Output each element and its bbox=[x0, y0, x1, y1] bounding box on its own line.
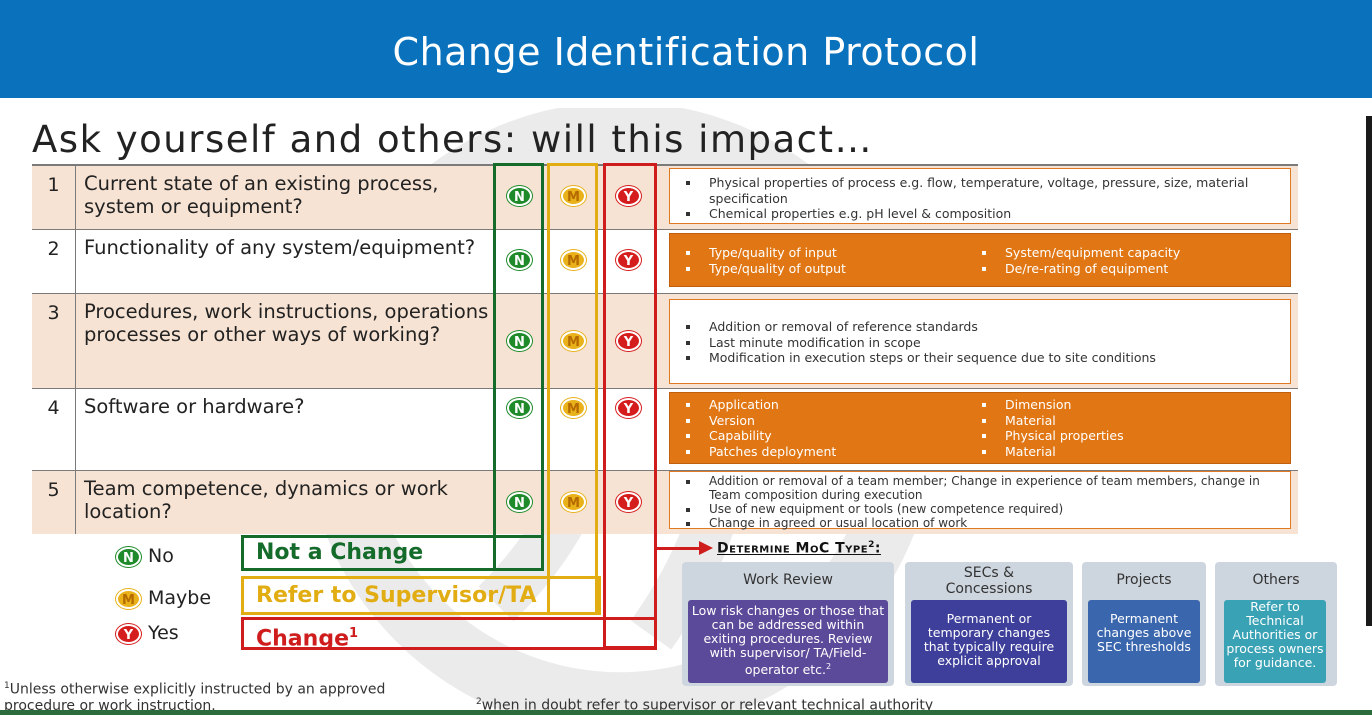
yes-badge-icon: Y bbox=[616, 398, 641, 418]
card-header: Projects bbox=[1116, 572, 1172, 588]
scrollbar[interactable] bbox=[1366, 116, 1372, 626]
footnote-text: when in doubt refer to supervisor or rel… bbox=[481, 697, 934, 714]
moc-title: Determine MoC Type2: bbox=[717, 540, 881, 557]
outcome-refer-supervisor: Refer to Supervisor/TA bbox=[241, 576, 601, 615]
moc-title-colon: : bbox=[874, 540, 881, 557]
detail-item: System/equipment capacity bbox=[980, 245, 1180, 261]
footnote-marker: 1 bbox=[348, 626, 359, 641]
card-header: Work Review bbox=[743, 572, 833, 588]
no-badge-icon: N bbox=[507, 492, 532, 512]
row-4-details: Application Version Capability Patches d… bbox=[669, 392, 1291, 464]
slide-title: Change Identification Protocol bbox=[392, 30, 980, 74]
maybe-badge-icon: M bbox=[561, 398, 586, 418]
footnote-marker: 1 bbox=[4, 681, 10, 691]
detail-item: Physical properties of process e.g. flow… bbox=[684, 175, 1282, 206]
row-number: 5 bbox=[32, 471, 76, 534]
outcome-not-a-change: Not a Change bbox=[241, 535, 544, 571]
detail-item: Type/quality of input bbox=[684, 245, 984, 261]
row-1-details: Physical properties of process e.g. flow… bbox=[669, 168, 1291, 224]
detail-item: Dimension bbox=[980, 397, 1124, 413]
maybe-legend-icon: M bbox=[116, 589, 141, 609]
detail-item: Addition or removal of reference standar… bbox=[684, 319, 1282, 335]
footnote-text: Unless otherwise explicitly instructed b… bbox=[4, 681, 386, 714]
maybe-badge-icon: M bbox=[561, 250, 586, 270]
card-body: Low risk changes or those that can be ad… bbox=[688, 600, 888, 683]
arrow-right-icon bbox=[699, 541, 713, 555]
legend-yes: Yes bbox=[148, 622, 179, 644]
detail-item: Last minute modification in scope bbox=[684, 335, 1282, 351]
yes-badge-icon: Y bbox=[616, 250, 641, 270]
footnote-marker: 2 bbox=[826, 662, 832, 671]
row-3-details: Addition or removal of reference standar… bbox=[669, 299, 1291, 384]
detail-item: Patches deployment bbox=[684, 444, 984, 460]
arrow-line bbox=[657, 547, 701, 550]
bottom-divider bbox=[0, 710, 1372, 715]
maybe-badge-icon: M bbox=[561, 492, 586, 512]
card-header: SECs & Concessions bbox=[945, 565, 1033, 597]
moc-title-text: Determine MoC Type bbox=[717, 540, 869, 557]
moc-card-projects: Projects Permanent changes above SEC thr… bbox=[1082, 562, 1206, 686]
detail-item: Material bbox=[980, 413, 1124, 429]
no-badge-icon: N bbox=[507, 398, 532, 418]
moc-card-work-review: Work Review Low risk changes or those th… bbox=[682, 562, 894, 686]
no-badge-icon: N bbox=[507, 331, 532, 351]
maybe-column-frame bbox=[547, 163, 598, 615]
row-question: Current state of an existing process, sy… bbox=[84, 172, 439, 218]
row-number: 2 bbox=[32, 230, 76, 293]
no-badge-icon: N bbox=[507, 186, 532, 206]
detail-item: Capability bbox=[684, 428, 984, 444]
card-body: Permanent changes above SEC thresholds bbox=[1088, 600, 1200, 683]
detail-item: De/re-rating of equipment bbox=[980, 261, 1180, 277]
card-body-text: Low risk changes or those that can be ad… bbox=[691, 603, 885, 678]
detail-item: Use of new equipment or tools (new compe… bbox=[684, 502, 1282, 516]
maybe-badge-icon: M bbox=[561, 331, 586, 351]
detail-item: Chemical properties e.g. pH level & comp… bbox=[684, 206, 1282, 222]
no-badge-icon: N bbox=[507, 250, 532, 270]
main-heading: Ask yourself and others: will this impac… bbox=[32, 118, 873, 161]
card-body: Refer to Technical Authorities or proces… bbox=[1224, 600, 1326, 683]
moc-card-secs-concessions: SECs & Concessions Permanent or temporar… bbox=[905, 562, 1073, 686]
card-header: Others bbox=[1252, 572, 1300, 588]
outcome-change: Change1 bbox=[241, 617, 657, 652]
no-legend-icon: N bbox=[116, 547, 141, 567]
title-banner: Change Identification Protocol bbox=[0, 0, 1372, 98]
detail-item: Modification in execution steps or their… bbox=[684, 350, 1282, 366]
row-number: 4 bbox=[32, 389, 76, 470]
moc-card-others: Others Refer to Technical Authorities or… bbox=[1215, 562, 1337, 686]
row-number: 3 bbox=[32, 294, 76, 388]
detail-item: Application bbox=[684, 397, 984, 413]
detail-item: Physical properties bbox=[980, 428, 1124, 444]
footnote-2: 2when in doubt refer to supervisor or re… bbox=[476, 694, 933, 714]
yes-badge-icon: Y bbox=[616, 186, 641, 206]
outcome-label: Change bbox=[256, 626, 349, 652]
detail-item: Addition or removal of a team member; Ch… bbox=[684, 474, 1282, 502]
card-body: Permanent or temporary changes that typi… bbox=[911, 600, 1067, 683]
outcome-label: Not a Change bbox=[256, 540, 424, 565]
footnote-marker: 2 bbox=[868, 540, 875, 550]
yes-legend-icon: Y bbox=[116, 624, 141, 644]
footnote-1: 1Unless otherwise explicitly instructed … bbox=[4, 678, 404, 714]
row-question: Procedures, work instructions, operation… bbox=[84, 300, 489, 346]
row-question: Software or hardware? bbox=[84, 395, 305, 418]
row-2-details: Type/quality of input Type/quality of ou… bbox=[669, 233, 1291, 287]
detail-item: Type/quality of output bbox=[684, 261, 984, 277]
yes-badge-icon: Y bbox=[616, 492, 641, 512]
row-question: Functionality of any system/equipment? bbox=[84, 236, 476, 259]
detail-item: Change in agreed or usual location of wo… bbox=[684, 516, 1282, 530]
row-question: Team competence, dynamics or work locati… bbox=[84, 477, 448, 523]
outcome-label: Refer to Supervisor/TA bbox=[256, 583, 537, 608]
row-5-details: Addition or removal of a team member; Ch… bbox=[669, 471, 1291, 530]
legend-no: No bbox=[148, 545, 174, 567]
detail-item: Material bbox=[980, 444, 1124, 460]
footnote-marker: 2 bbox=[476, 697, 482, 707]
yes-badge-icon: Y bbox=[616, 331, 641, 351]
row-number: 1 bbox=[32, 166, 76, 229]
detail-item: Version bbox=[684, 413, 984, 429]
legend-maybe: Maybe bbox=[148, 587, 212, 609]
maybe-badge-icon: M bbox=[561, 186, 586, 206]
